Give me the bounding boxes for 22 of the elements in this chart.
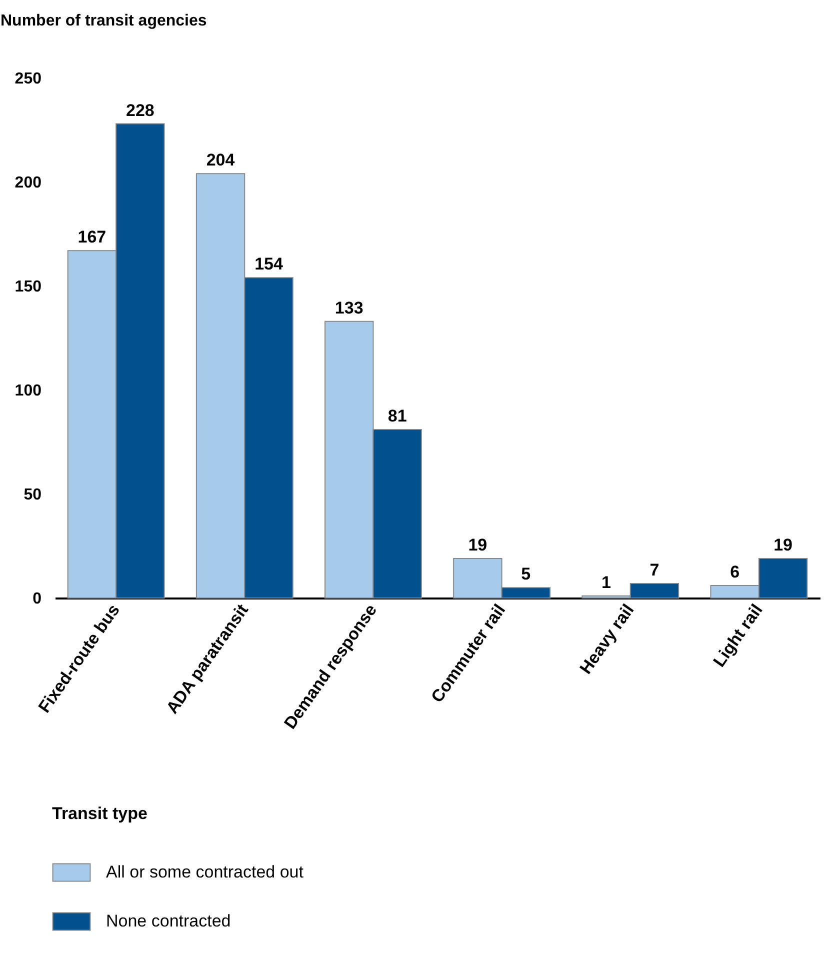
data-label: 5: [521, 564, 531, 584]
data-label: 1: [602, 572, 611, 592]
data-label: 167: [78, 228, 106, 247]
y-axis-title: Number of transit agencies: [0, 12, 207, 30]
data-label: 7: [650, 560, 660, 580]
y-tick-label: 0: [32, 590, 42, 608]
y-tick-label: 50: [24, 486, 42, 504]
data-label: 228: [126, 100, 154, 120]
y-tick-label: 250: [14, 70, 42, 88]
data-label: 6: [730, 562, 740, 582]
y-tick-label: 150: [14, 278, 42, 296]
legend-label: None contracted: [106, 912, 231, 930]
data-label: 19: [468, 535, 488, 554]
legend-label: All or some contracted out: [106, 862, 304, 882]
data-label: 154: [254, 254, 284, 274]
data-label: 133: [334, 298, 364, 318]
data-label: 19: [774, 535, 792, 554]
data-label: 204: [206, 150, 236, 170]
y-tick-label: 200: [14, 174, 42, 192]
legend-title: Transit type: [52, 804, 148, 823]
data-label: 81: [388, 406, 407, 426]
y-tick-label: 100: [14, 382, 42, 400]
